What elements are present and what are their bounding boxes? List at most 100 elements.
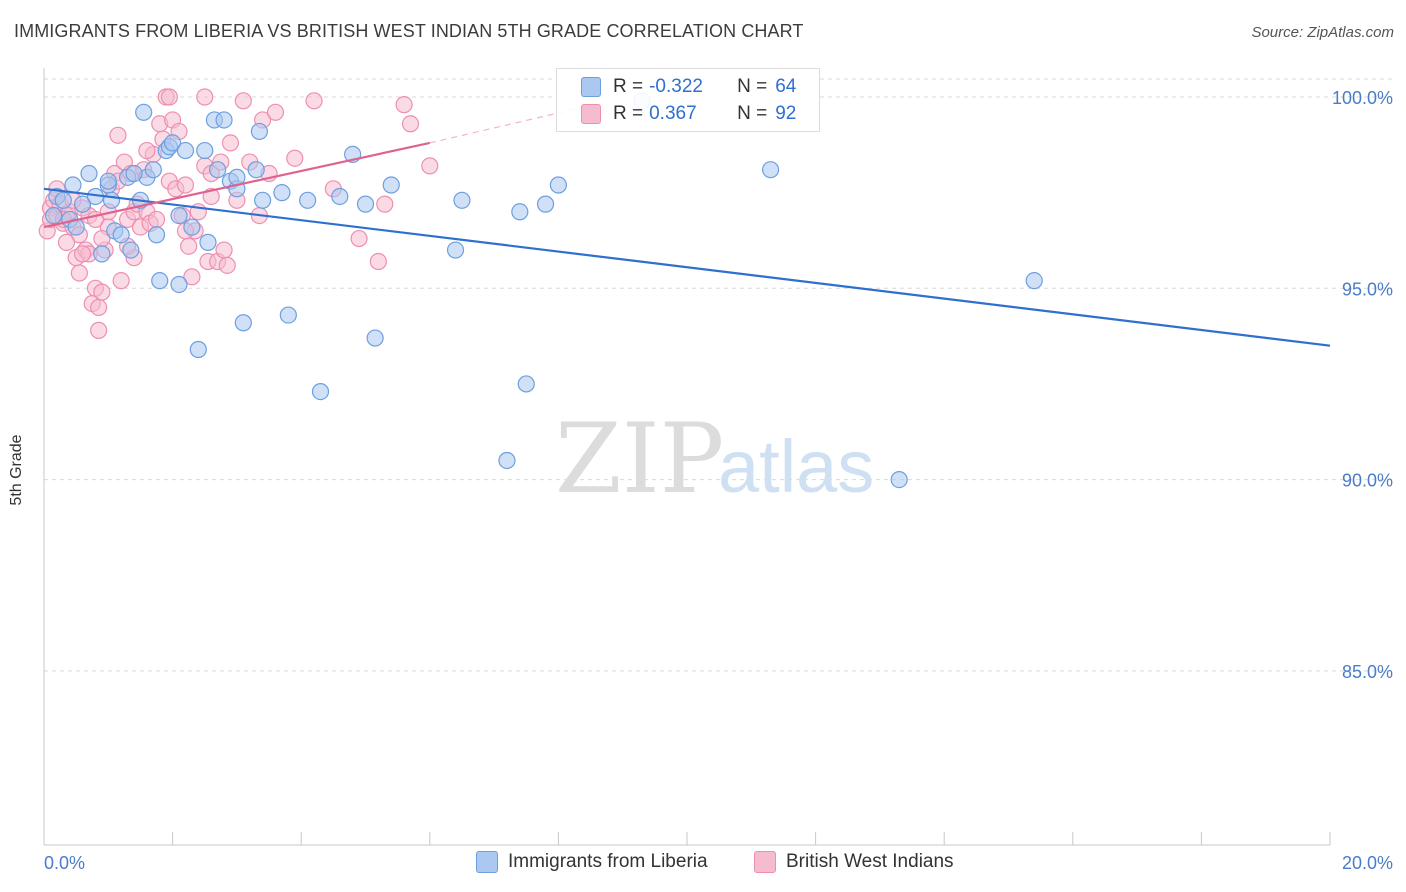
watermark-atlas: atlas (718, 425, 874, 508)
data-point (395, 96, 413, 114)
bottom-legend-bwi: British West Indians (754, 851, 954, 873)
data-point (453, 191, 471, 209)
data-point (160, 88, 178, 106)
legend-n-label: N = (737, 76, 768, 97)
data-point (176, 176, 195, 194)
data-point (109, 126, 127, 144)
data-point (90, 298, 108, 317)
chart-title: IMMIGRANTS FROM LIBERIA VS BRITISH WEST … (14, 21, 804, 41)
data-point (350, 229, 368, 248)
data-point (234, 92, 252, 110)
data-point (54, 191, 72, 209)
data-point (517, 375, 535, 393)
x-tick-label: 0.0% (44, 853, 85, 873)
legend-n-value: 92 (775, 103, 797, 124)
data-point (890, 471, 908, 489)
legend-n-value: 64 (775, 76, 797, 97)
x-tick-label: 20.0% (1342, 853, 1393, 873)
data-point (401, 115, 420, 133)
data-point (93, 283, 111, 301)
trend-line-bwi (43, 141, 431, 229)
bottom-legend-swatch-pink (754, 851, 776, 873)
data-point (421, 157, 439, 175)
data-point (122, 241, 140, 259)
trend-line-bwi-extension (429, 107, 578, 144)
data-point (286, 149, 304, 167)
legend-r-label: R = (613, 103, 644, 124)
data-point (1025, 272, 1043, 290)
data-point (164, 134, 182, 152)
legend-r-value: 0.367 (649, 103, 697, 124)
data-point (183, 268, 201, 286)
legend-row-bwi: R = 0.367 N = 92 (581, 101, 796, 127)
data-point (125, 164, 143, 183)
data-point (80, 164, 98, 183)
data-point (356, 195, 375, 213)
data-point (266, 103, 285, 121)
data-point (376, 195, 394, 213)
series-immigrants-from-liberia (45, 92, 1043, 489)
data-point (102, 191, 121, 209)
legend-n-label: N = (737, 103, 768, 124)
data-point (382, 176, 400, 194)
data-point (761, 161, 780, 179)
data-point (144, 161, 162, 179)
data-point (305, 92, 323, 110)
data-point (70, 264, 88, 282)
data-point (73, 195, 92, 213)
data-point (247, 161, 265, 179)
data-point (209, 161, 227, 179)
data-point (273, 184, 291, 202)
data-point (138, 141, 156, 160)
data-point (93, 245, 111, 263)
legend-r-label: R = (613, 76, 644, 97)
bottom-legend-liberia: Immigrants from Liberia (476, 851, 708, 873)
legend-r-value: -0.322 (649, 76, 703, 97)
series-british-west-indians (38, 88, 439, 339)
legend-swatch-blue (581, 77, 601, 97)
data-point (45, 207, 63, 225)
data-point (250, 122, 269, 141)
data-point (199, 233, 217, 251)
data-point (170, 275, 188, 294)
data-point (446, 241, 465, 259)
y-tick-label: 85.0% (1342, 662, 1393, 682)
data-point (180, 237, 198, 255)
watermark-zip: ZIP (555, 403, 724, 515)
legend-row-liberia: R = -0.322 N = 64 (581, 74, 796, 100)
data-point (299, 191, 317, 209)
data-point (254, 191, 272, 209)
data-point (170, 207, 188, 225)
watermark: ZIP atlas (555, 403, 874, 515)
data-point (279, 306, 297, 324)
axes (43, 68, 1331, 846)
data-point (176, 141, 195, 160)
data-point (215, 241, 233, 259)
data-point (311, 383, 330, 401)
data-point (183, 218, 201, 236)
data-point (99, 172, 117, 190)
data-point (511, 203, 529, 221)
bottom-legend-label: Immigrants from Liberia (508, 851, 708, 872)
data-point (196, 88, 214, 106)
data-point (218, 256, 236, 274)
data-point (215, 111, 233, 129)
legend-swatch-pink (581, 104, 601, 124)
bottom-legend-label: British West Indians (786, 851, 954, 872)
source-label: Source: ZipAtlas.com (1251, 24, 1394, 41)
data-point (498, 451, 516, 470)
data-point (536, 195, 555, 213)
data-point (147, 210, 166, 229)
data-point (369, 252, 387, 271)
data-point (73, 245, 92, 263)
y-tick-label: 90.0% (1342, 471, 1393, 491)
bottom-legend-swatch-blue (476, 851, 498, 873)
data-point (331, 187, 349, 206)
trend-line-liberia (43, 187, 1331, 347)
data-point (189, 340, 207, 359)
data-point (196, 141, 214, 160)
y-tick-label: 100.0% (1332, 88, 1393, 108)
legend-box: R = -0.322 N = 64 R = 0.367 N = 92 (556, 68, 820, 132)
data-point (221, 134, 240, 152)
